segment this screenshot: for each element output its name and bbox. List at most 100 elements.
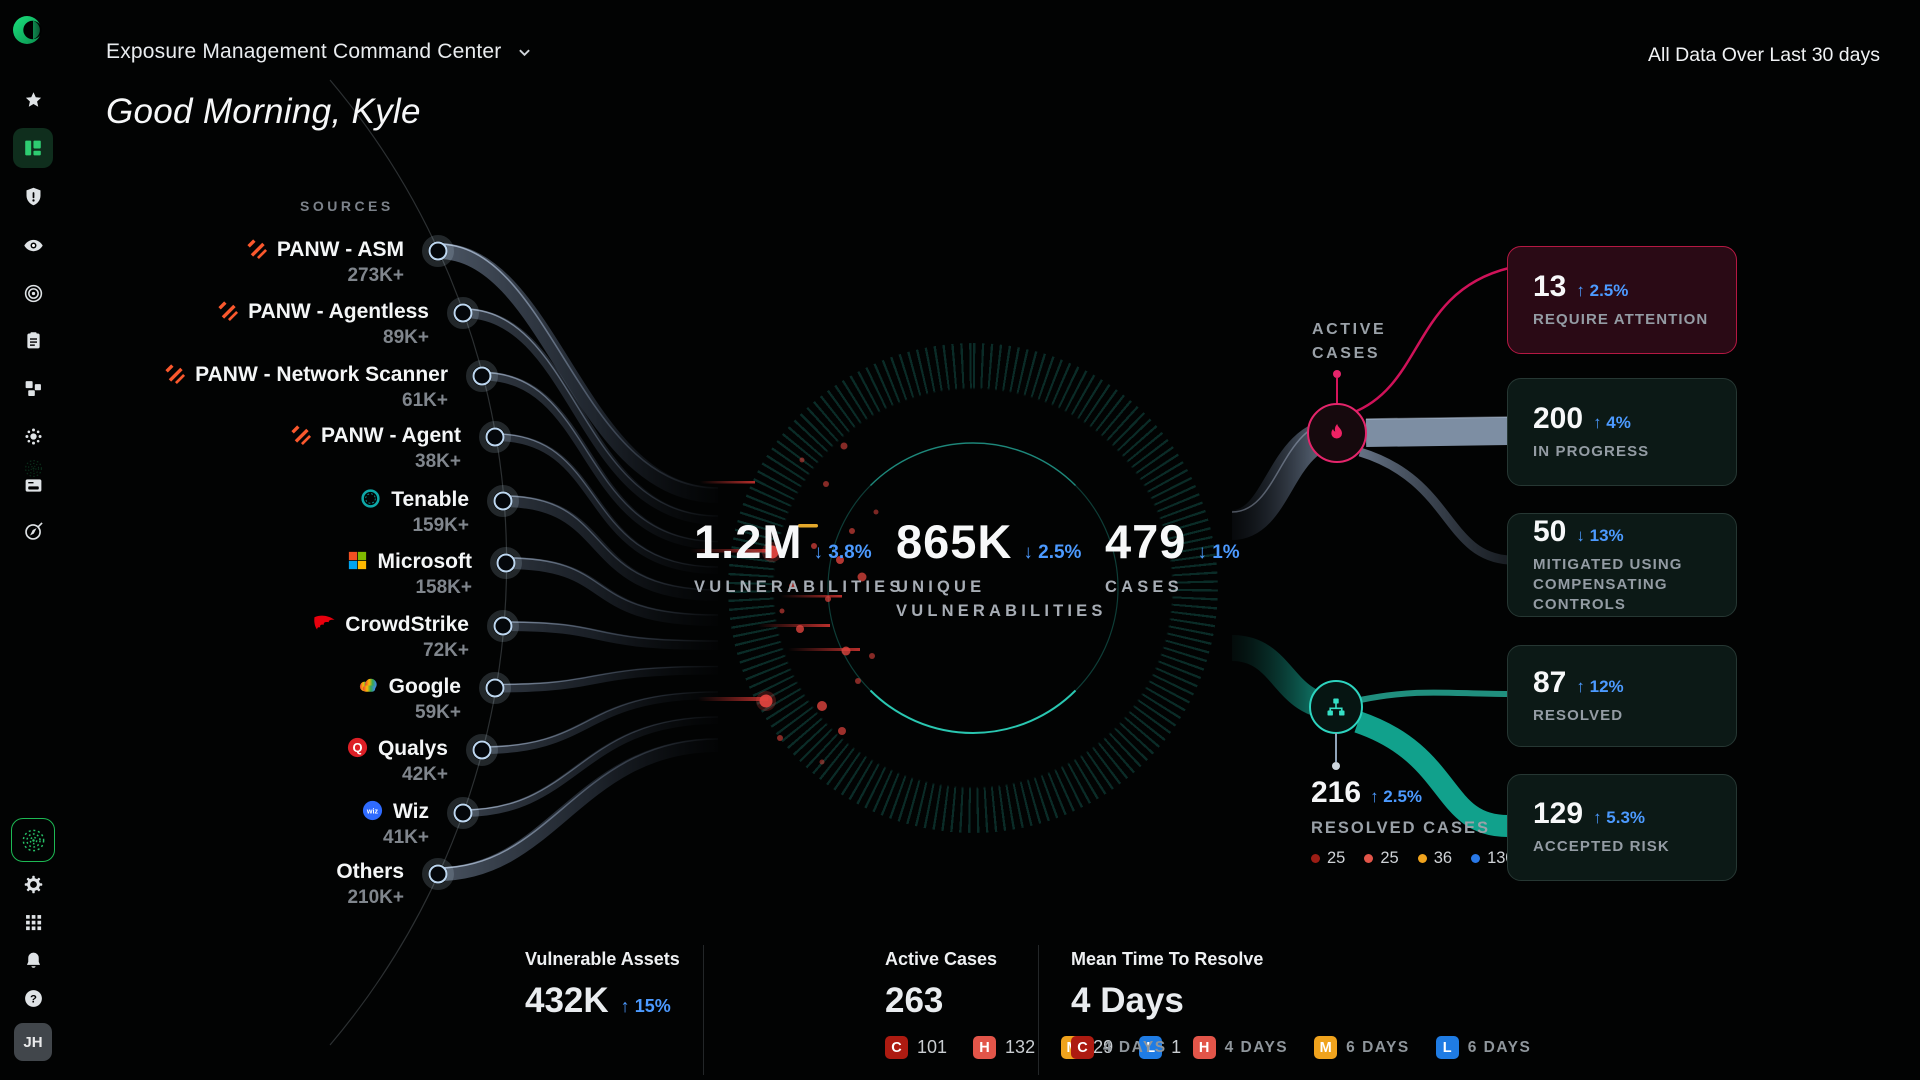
card-label: RESOLVED bbox=[1533, 706, 1624, 724]
card-accepted-risk[interactable]: 129 ↑ 5.3% ACCEPTED RISK bbox=[1507, 774, 1737, 881]
card-resolved[interactable]: 87 ↑ 12% RESOLVED bbox=[1507, 645, 1737, 747]
title-dropdown-chevron-icon[interactable] bbox=[518, 48, 531, 57]
kpi-vulnerable-assets: Vulnerable Assets 432K ↑ 15% bbox=[525, 949, 680, 1021]
compass-icon[interactable] bbox=[13, 511, 53, 551]
low-badge: L bbox=[1435, 1036, 1459, 1059]
critical-badge: C bbox=[885, 1036, 908, 1059]
apps-grid-icon[interactable] bbox=[13, 902, 53, 942]
source-name: Google bbox=[388, 675, 461, 698]
source-value: 41K+ bbox=[383, 827, 429, 848]
panw-icon bbox=[216, 299, 239, 322]
source-row-panw-agent[interactable]: PANW - Agent 38K+ bbox=[289, 423, 461, 473]
panw-icon bbox=[289, 423, 312, 446]
source-row-crowdstrike[interactable]: CrowdStrike 72K+ bbox=[313, 612, 469, 662]
trend-up-icon: ↑ bbox=[1370, 787, 1379, 806]
kpi-value: 263 bbox=[885, 981, 944, 1020]
source-row-google[interactable]: Google 59K+ bbox=[357, 674, 461, 724]
source-value: 159K+ bbox=[412, 515, 469, 536]
trend-down-icon: ↓ bbox=[1576, 525, 1585, 545]
source-value: 89K+ bbox=[383, 327, 429, 348]
user-avatar[interactable]: JH bbox=[14, 1023, 52, 1061]
low-days: 6 DAYS bbox=[1467, 1038, 1532, 1056]
card-value: 129 bbox=[1533, 797, 1584, 831]
target-icon[interactable] bbox=[13, 273, 53, 313]
kpi-value: 4 Days bbox=[1071, 981, 1184, 1020]
source-row-qualys[interactable]: Qualys 42K+ bbox=[346, 736, 448, 786]
low-badge: L bbox=[1139, 1036, 1163, 1059]
source-row-microsoft[interactable]: Microsoft 158K+ bbox=[346, 549, 472, 599]
avatar-initials: JH bbox=[23, 1033, 43, 1051]
source-value: 273K+ bbox=[347, 265, 404, 286]
crowdstrike-icon bbox=[313, 612, 336, 635]
stat-value: 865K bbox=[896, 515, 1013, 568]
microsoft-icon bbox=[346, 549, 369, 572]
footer-divider bbox=[703, 945, 704, 1075]
notifications-bell-icon[interactable] bbox=[13, 940, 53, 980]
stat-label: VULNERABILITIES bbox=[694, 578, 905, 596]
help-icon[interactable] bbox=[13, 978, 53, 1018]
stat-label: UNIQUE VULNERABILITIES bbox=[896, 578, 1107, 620]
source-value: 72K+ bbox=[423, 640, 469, 661]
resolved-value: 216 bbox=[1311, 776, 1362, 809]
source-row-tenable[interactable]: Tenable 159K+ bbox=[359, 487, 469, 537]
settings-gear-icon[interactable] bbox=[13, 864, 53, 904]
panw-icon bbox=[163, 362, 186, 385]
high-dot-icon bbox=[1364, 854, 1374, 863]
card-value: 50 bbox=[1533, 514, 1567, 548]
source-value: 42K+ bbox=[402, 764, 448, 785]
storage-card-icon[interactable] bbox=[13, 465, 53, 505]
stat-delta: 2.5% bbox=[1038, 542, 1082, 563]
source-value: 158K+ bbox=[415, 577, 472, 598]
source-name: Tenable bbox=[391, 488, 469, 511]
shield-alert-icon[interactable] bbox=[13, 176, 53, 216]
kpi-delta: 15% bbox=[634, 996, 671, 1016]
stat-label: CASES bbox=[1105, 578, 1183, 596]
card-label: ACCEPTED RISK bbox=[1533, 838, 1670, 856]
source-nodes[interactable] bbox=[422, 235, 522, 890]
kpi-label: Mean Time To Resolve bbox=[1071, 949, 1264, 969]
trend-down-icon: ↓ bbox=[1197, 542, 1207, 563]
critical-days: 4 DAYS bbox=[1103, 1038, 1167, 1056]
source-row-panw-asm[interactable]: PANW - ASM 273K+ bbox=[245, 237, 404, 287]
active-cases-node[interactable] bbox=[1307, 370, 1367, 463]
page-title: Exposure Management Command Center bbox=[106, 40, 502, 63]
sidebar-item-favorites[interactable] bbox=[13, 80, 53, 120]
kpi-mean-time-to-resolve: Mean Time To Resolve 4 Days C 4 DAYS H 4 D… bbox=[1071, 949, 1531, 1059]
card-value: 200 bbox=[1533, 401, 1584, 435]
panw-icon bbox=[245, 237, 268, 260]
critical-count: 25 bbox=[1327, 849, 1346, 867]
card-value: 13 bbox=[1533, 269, 1567, 303]
kpi-label: Active Cases bbox=[885, 949, 998, 969]
source-name: PANW - Network Scanner bbox=[195, 363, 448, 386]
cortex-logo-icon[interactable] bbox=[10, 11, 48, 49]
sidebar-item-dashboards[interactable] bbox=[13, 128, 53, 168]
reports-icon[interactable] bbox=[13, 320, 53, 360]
card-label: IN PROGRESS bbox=[1533, 442, 1650, 460]
high-count: 132 bbox=[1005, 1037, 1036, 1057]
source-row-panw-network-scanner[interactable]: PANW - Network Scanner 61K+ bbox=[163, 362, 448, 412]
source-row-others[interactable]: Others 210K+ bbox=[336, 860, 404, 909]
card-label: MITIGATED USING COMPENSATING CONTROLS bbox=[1533, 555, 1683, 614]
card-delta: 2.5% bbox=[1589, 280, 1629, 300]
card-in-progress[interactable]: 200 ↑ 4% IN PROGRESS bbox=[1507, 378, 1737, 486]
source-name: Others bbox=[336, 860, 404, 883]
radar-active-icon[interactable] bbox=[11, 818, 55, 862]
card-require-attention[interactable]: 13 ↑ 2.5% REQUIRE ATTENTION bbox=[1507, 246, 1737, 354]
time-range-filter[interactable]: All Data Over Last 30 days bbox=[1648, 44, 1880, 66]
source-value: 38K+ bbox=[415, 451, 461, 472]
assets-blocks-icon[interactable] bbox=[13, 368, 53, 408]
card-mitigated[interactable]: 50 ↓ 13% MITIGATED USING COMPENSATING CO… bbox=[1507, 513, 1737, 617]
medium-badge: M bbox=[1314, 1036, 1338, 1059]
resolved-delta: 2.5% bbox=[1383, 787, 1423, 806]
footer-divider bbox=[1038, 945, 1039, 1075]
visibility-icon[interactable] bbox=[13, 225, 53, 265]
source-row-wiz[interactable]: Wiz 41K+ bbox=[361, 799, 429, 849]
resolved-cases-node[interactable] bbox=[1309, 680, 1363, 770]
tenable-icon bbox=[359, 487, 382, 510]
source-row-panw-agentless[interactable]: PANW - Agentless 89K+ bbox=[216, 299, 429, 349]
greeting: Good Morning, Kyle bbox=[106, 92, 421, 131]
card-delta: 13% bbox=[1589, 525, 1624, 545]
